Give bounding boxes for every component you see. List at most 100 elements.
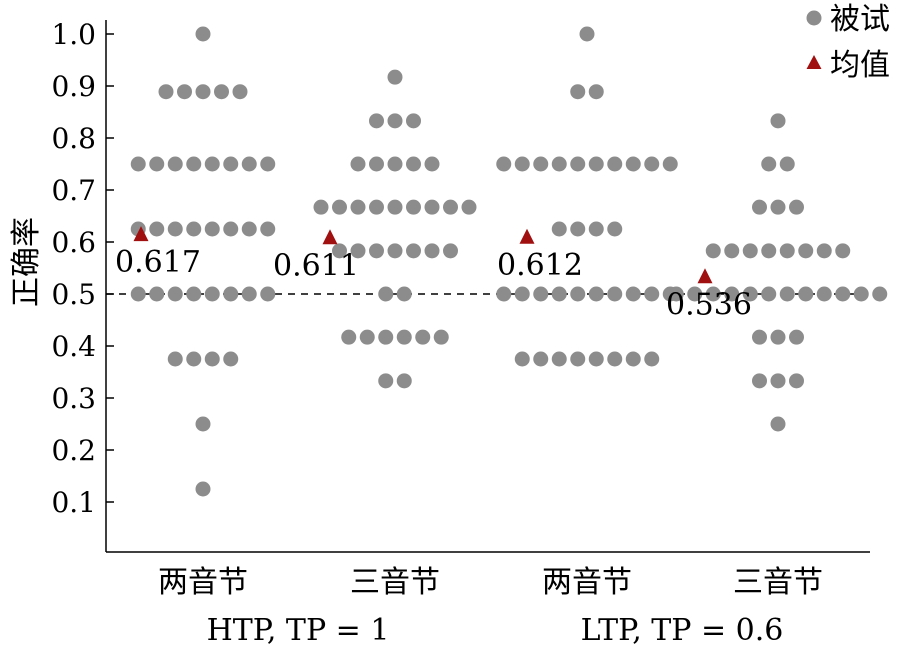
swarm-2 (313, 69, 477, 389)
subject-point (350, 156, 366, 172)
swarm-1 (130, 26, 276, 497)
subject-point (186, 351, 202, 367)
subject-point (551, 351, 567, 367)
y-tick-label: 0.4 (51, 330, 96, 363)
subject-point (496, 286, 512, 302)
subject-point (779, 243, 795, 259)
subject-point (644, 286, 660, 302)
subject-point (223, 156, 239, 172)
subject-point (424, 199, 440, 215)
subject-point (130, 156, 146, 172)
subject-point (387, 69, 403, 85)
subject-point (742, 286, 758, 302)
subject-point (223, 286, 239, 302)
subject-point (195, 481, 211, 497)
subject-point (570, 221, 586, 237)
swarms (130, 26, 888, 497)
y-tick-label: 0.5 (51, 278, 96, 311)
mean-value-label: 0.612 (497, 248, 583, 283)
category-labels: 两音节 三音节 两音节 三音节 (158, 565, 823, 600)
subject-point (662, 156, 678, 172)
legend-label-mean: 均值 (830, 48, 890, 83)
subject-point (789, 329, 804, 345)
subject-point (443, 243, 458, 259)
subject-point (607, 156, 623, 172)
legend-label-subjects: 被试 (830, 2, 890, 37)
subject-point (770, 416, 786, 432)
subject-point (424, 243, 440, 259)
subject-point (742, 243, 758, 259)
subject-point (241, 221, 257, 237)
y-tick-label: 1.0 (51, 18, 96, 51)
subject-point (588, 156, 604, 172)
legend: 被试 均值 (806, 2, 890, 83)
subject-point (415, 329, 431, 345)
subject-point (204, 221, 220, 237)
subject-point (816, 243, 832, 259)
subject-point (872, 286, 888, 302)
subject-point (359, 329, 375, 345)
subject-point (369, 243, 384, 259)
subject-point (570, 286, 586, 302)
subject-point (232, 84, 248, 100)
subject-point (378, 286, 394, 302)
subject-point (260, 156, 276, 172)
legend-circle-marker (806, 10, 822, 26)
subject-point (387, 156, 403, 172)
subject-point (204, 156, 220, 172)
subject-point (752, 199, 767, 215)
subject-point (607, 286, 623, 302)
subject-point (770, 199, 786, 215)
subject-point (204, 286, 220, 302)
subject-point (350, 199, 366, 215)
subject-point (588, 84, 604, 100)
subject-point (853, 286, 869, 302)
subject-point (406, 156, 421, 172)
subject-point (406, 113, 421, 129)
subject-point (724, 286, 740, 302)
mean-marker (133, 226, 149, 242)
means: 0.617 0.611 0.612 0.536 (115, 226, 752, 322)
mean-value-label: 0.611 (273, 248, 359, 283)
subject-point (770, 329, 786, 345)
subject-point (779, 286, 795, 302)
subject-point (514, 286, 530, 302)
subject-point (406, 243, 421, 259)
y-tick-label: 0.3 (51, 382, 96, 415)
subject-point (724, 243, 740, 259)
subject-point (186, 221, 202, 237)
group-label: LTP, TP = 0.6 (581, 613, 784, 648)
category-label: 三音节 (733, 565, 823, 600)
subject-point (387, 243, 403, 259)
subject-point (369, 156, 384, 172)
y-tick-label: 0.8 (51, 122, 96, 155)
subject-point (789, 199, 804, 215)
subject-point (396, 286, 412, 302)
axes (105, 20, 870, 553)
group-label: HTP, TP = 1 (207, 613, 390, 648)
subject-point (130, 286, 146, 302)
subject-point (149, 156, 165, 172)
mean-marker (322, 229, 338, 245)
subject-point (625, 351, 641, 367)
subject-point (789, 373, 804, 389)
subject-point (167, 221, 183, 237)
subject-point (241, 156, 257, 172)
subject-point (241, 286, 257, 302)
mean-marker (697, 268, 713, 284)
legend-triangle-marker (806, 55, 822, 69)
subject-point (570, 156, 586, 172)
mean-value-label: 0.536 (666, 287, 752, 322)
y-tick-label: 0.7 (51, 174, 96, 207)
category-label: 两音节 (158, 565, 248, 600)
swarm-4 (668, 113, 888, 432)
subject-point (514, 156, 530, 172)
subject-point (607, 221, 623, 237)
subject-point (551, 221, 567, 237)
subject-point (195, 416, 211, 432)
subject-point (779, 156, 795, 172)
subject-point (770, 373, 786, 389)
subject-point (625, 156, 641, 172)
subject-point (705, 286, 721, 302)
